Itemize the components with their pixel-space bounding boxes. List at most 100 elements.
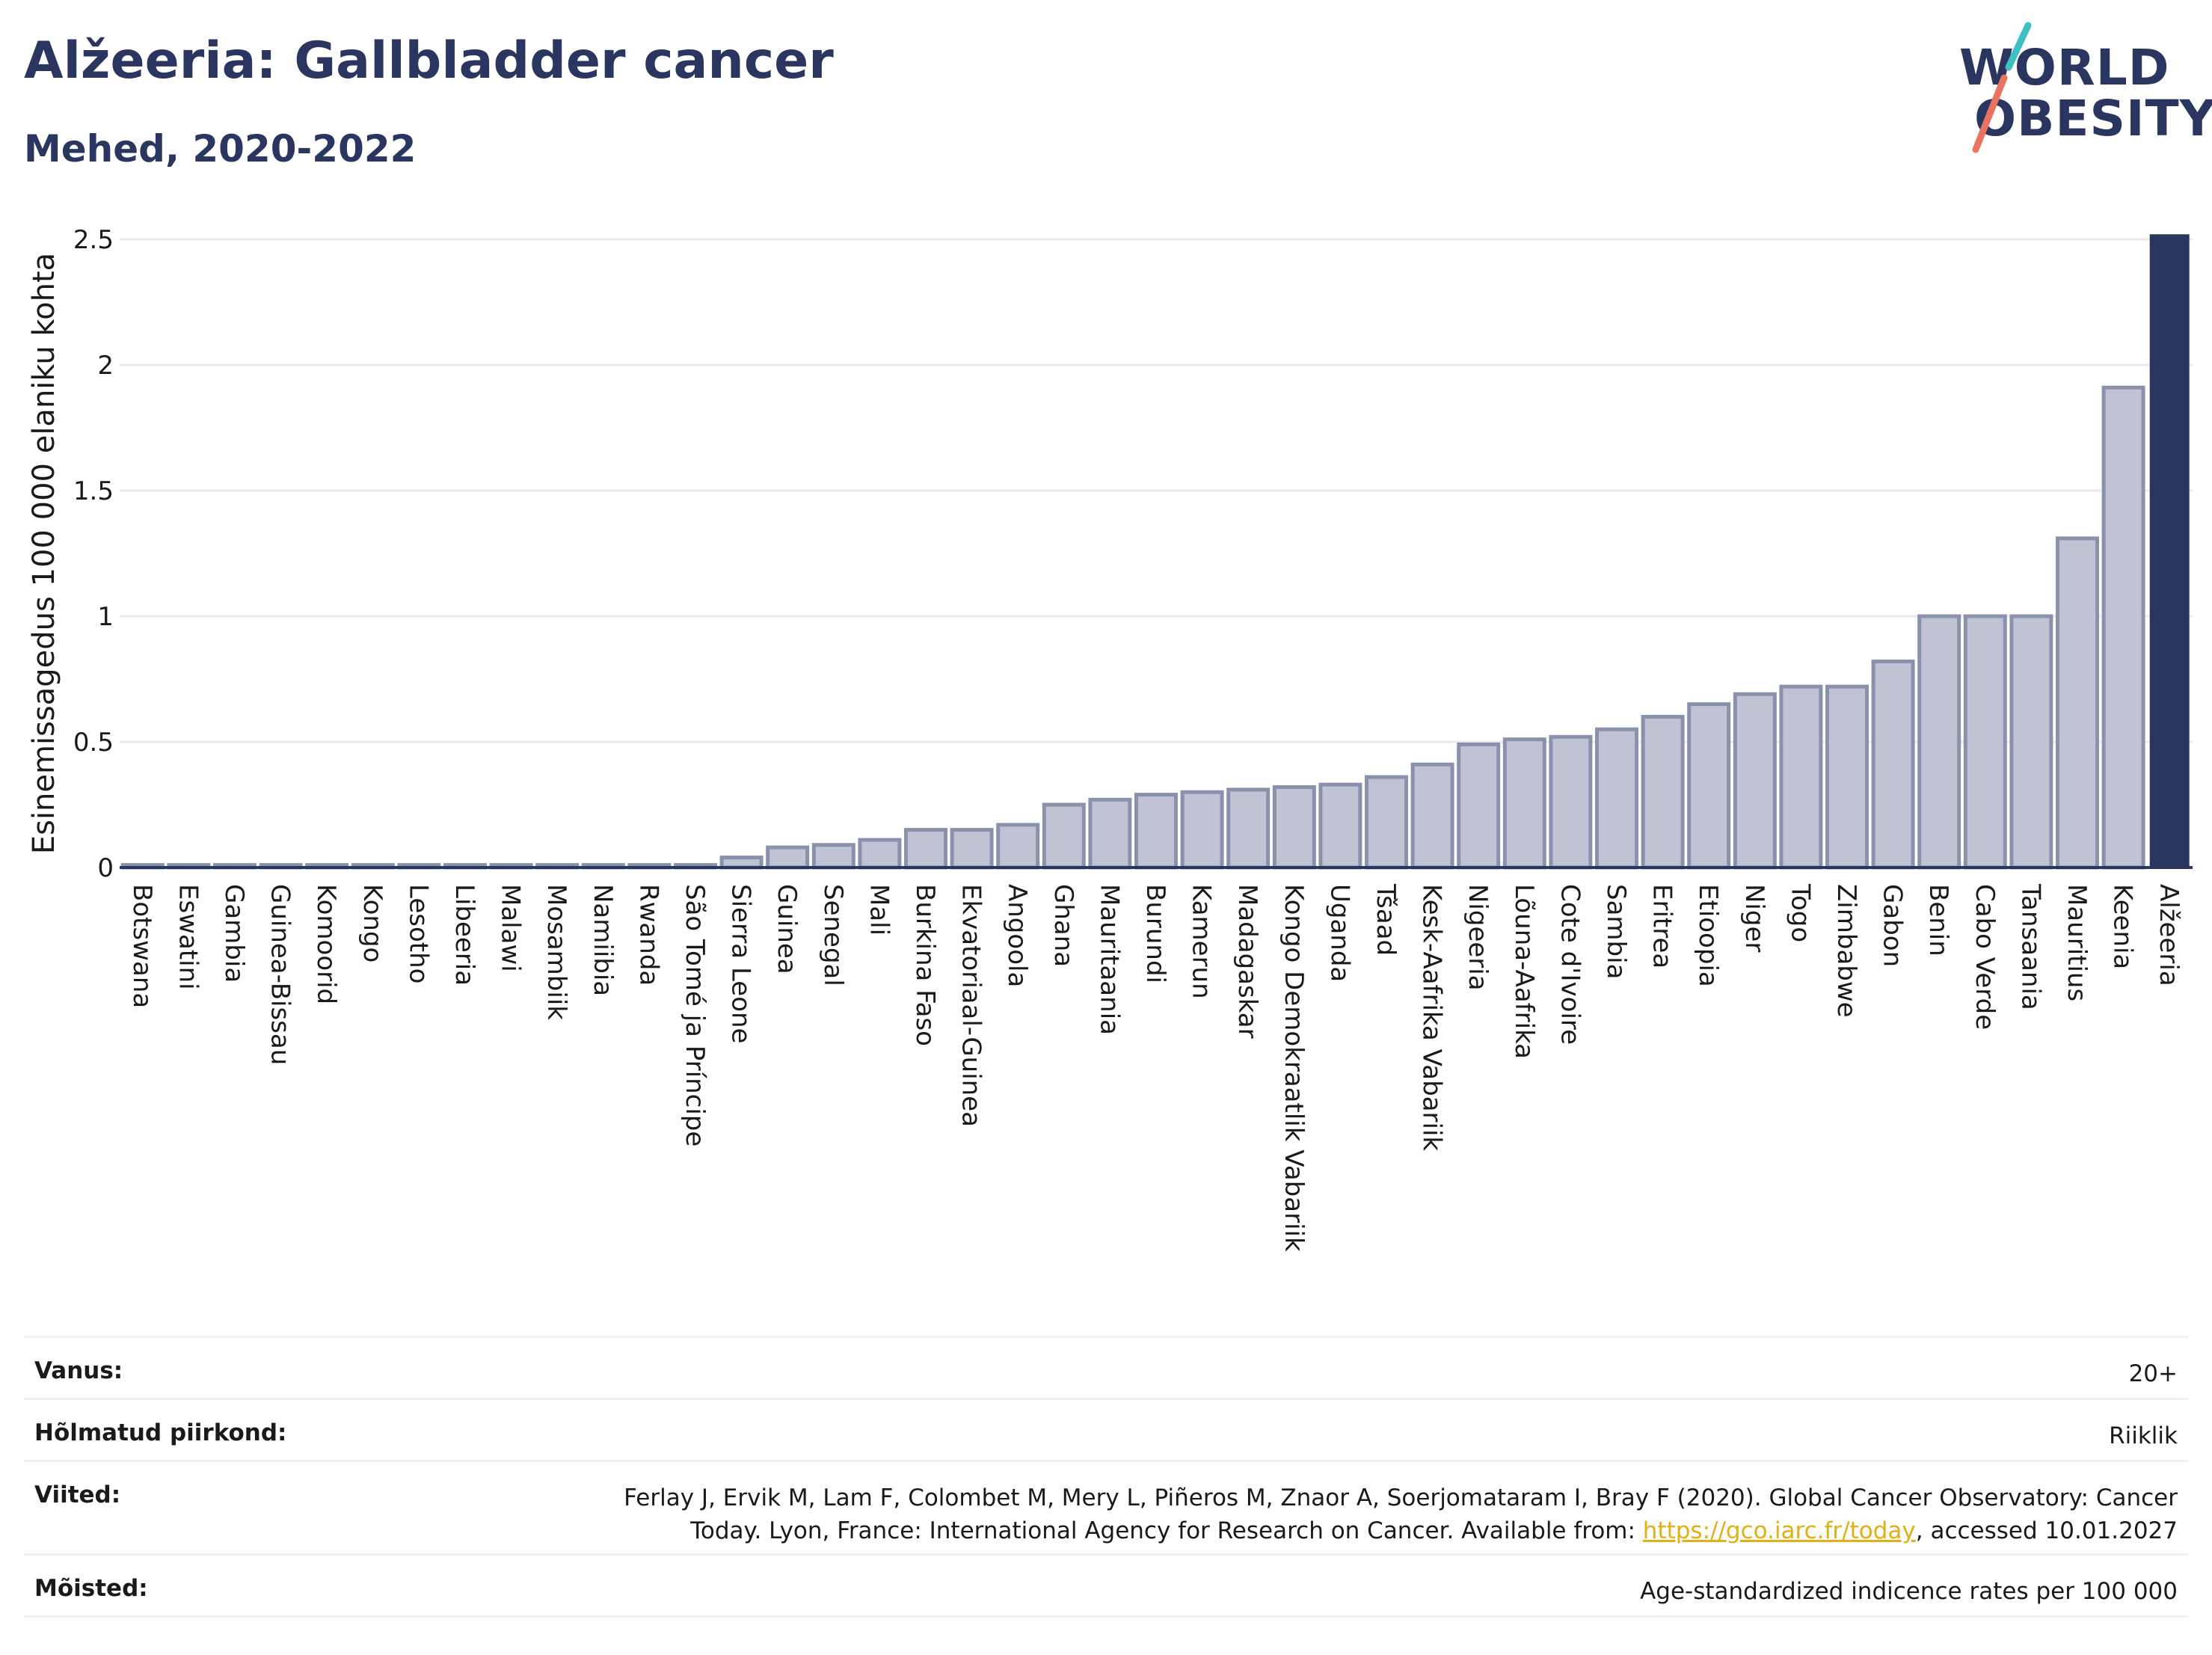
references-line-2-start: Today. Lyon, France: International Agenc… — [690, 1517, 1643, 1544]
bar — [904, 828, 947, 870]
x-tick-label: Gabon — [1878, 884, 1908, 967]
references-label: Viited: — [34, 1481, 121, 1508]
bar — [1779, 684, 1823, 870]
bar — [1318, 782, 1362, 870]
bar — [1180, 790, 1224, 870]
bar-chart: 0 0.5 1 1.5 2 2.5 Botswana Eswatini Gambia Guine… — [27, 225, 2193, 1252]
x-tick-label: Komoorid — [311, 884, 341, 1004]
x-tick-label: Nigeeria — [1463, 884, 1493, 991]
x-tick-label: Kongo Demokraatlik Vabariik — [1279, 884, 1309, 1252]
x-tick-label: Guinea — [772, 884, 802, 974]
bar — [2009, 614, 2053, 870]
age-label: Vanus: — [34, 1357, 123, 1384]
logo-line-1: WORLD — [1959, 39, 2170, 96]
bar — [1272, 784, 1316, 870]
x-tick-label: Namiibia — [588, 884, 618, 996]
bars — [120, 234, 2190, 870]
x-tick-label: Botswana — [127, 884, 157, 1008]
region-label: Hõlmatud piirkond: — [34, 1419, 287, 1446]
x-tick-label: Kamerun — [1187, 884, 1217, 999]
x-tick-label: Guinea-Bissau — [265, 884, 295, 1065]
bar — [1226, 787, 1271, 870]
x-tick-label: Uganda — [1324, 884, 1354, 982]
y-tick-label: 2 — [97, 351, 114, 381]
y-tick-label: 1.5 — [73, 476, 114, 506]
x-axis-labels: Botswana Eswatini Gambia Guinea-Bissau Komoo… — [127, 883, 2184, 1252]
x-tick-label: Eritrea — [1647, 884, 1677, 968]
bar — [1502, 737, 1546, 870]
bar — [1457, 742, 1501, 870]
bar — [1917, 614, 1961, 870]
logo-slash-icon — [1972, 22, 2032, 153]
x-tick-label: Mali — [864, 884, 894, 936]
references-value: Ferlay J, Ervik M, Lam F, Colombet M, Me… — [624, 1462, 2178, 1547]
x-tick-label: Kongo — [357, 884, 387, 962]
bar — [1088, 797, 1132, 870]
x-tick-label: Etioopia — [1693, 884, 1723, 987]
x-tick-label: Kesk-Aafrika Vabariik — [1417, 884, 1447, 1151]
bar — [1871, 659, 1915, 870]
references-link[interactable]: https://gco.iarc.fr/today — [1642, 1517, 1916, 1544]
bar — [1595, 727, 1638, 870]
y-tick-label: 1 — [97, 602, 114, 632]
x-tick-label: São Tomé ja Príncipe — [680, 884, 710, 1146]
y-tick-label: 0.5 — [73, 728, 114, 758]
bar — [996, 823, 1040, 870]
meta-row-age: Vanus: 20+ — [24, 1336, 2188, 1398]
x-tick-label: Ekvatoriaal-Guinea — [956, 884, 986, 1127]
bar — [858, 838, 902, 870]
meta-row-references: Viited: Ferlay J, Ervik M, Lam F, Colomb… — [24, 1460, 2188, 1553]
bar — [2056, 536, 2099, 870]
y-tick-label: 2.5 — [73, 225, 114, 255]
bar — [1549, 734, 1593, 870]
bar — [1134, 793, 1178, 870]
region-value: Riiklik — [2109, 1422, 2178, 1449]
x-tick-label: Niger — [1739, 884, 1769, 952]
x-tick-label: Sambia — [1601, 884, 1631, 979]
bar — [1365, 775, 1408, 870]
bar — [1641, 714, 1685, 870]
bar — [766, 845, 810, 870]
references-line-1: Ferlay J, Ervik M, Lam F, Colombet M, Me… — [624, 1484, 2178, 1511]
page-title: Alžeeria: Gallbladder cancer — [24, 31, 834, 90]
x-tick-label: Angoola — [1002, 884, 1032, 987]
bar — [1410, 762, 1454, 870]
x-tick-label: Burundi — [1140, 884, 1170, 983]
x-tick-label: Senegal — [818, 884, 848, 986]
meta-row-region: Hõlmatud piirkond: Riiklik — [24, 1398, 2188, 1460]
x-tick-label: Tansaania — [2015, 883, 2045, 1010]
x-tick-label: Keenia — [2108, 884, 2138, 969]
x-tick-label: Sierra Leone — [726, 884, 756, 1043]
x-tick-label: Malawi — [496, 884, 526, 972]
logo-line-2: OBESITY — [1974, 90, 2212, 147]
x-tick-label: Madagaskar — [1232, 884, 1262, 1039]
definitions-label: Mõisted: — [34, 1575, 148, 1602]
meta-row-definitions: Mõisted: Age-standardized indicence rate… — [24, 1553, 2188, 1618]
bar — [1042, 802, 1086, 870]
x-tick-label: Lesotho — [403, 884, 433, 983]
age-value: 20+ — [2128, 1360, 2178, 1387]
bar — [1687, 702, 1731, 870]
x-tick-label: Lõuna-Aafrika — [1509, 884, 1539, 1059]
bar — [811, 843, 855, 870]
x-tick-label: Ghana — [1048, 884, 1078, 967]
y-tick-label: 0 — [97, 853, 114, 883]
references-line-2-end: , accessed 10.01.2027 — [1915, 1517, 2178, 1544]
x-tick-label: Mauritius — [2062, 884, 2092, 1001]
metadata-table: Vanus: 20+ Hõlmatud piirkond: Riiklik Vi… — [24, 1336, 2188, 1618]
bar — [719, 856, 764, 870]
bar — [2149, 234, 2190, 868]
x-tick-label: Cabo Verde — [1970, 884, 2000, 1030]
bar — [1825, 684, 1869, 870]
y-axis-title: Esinemissagedus 100 000 elaniku kohta — [27, 253, 61, 854]
x-tick-label: Rwanda — [633, 884, 663, 986]
page-subtitle: Mehed, 2020-2022 — [24, 127, 417, 171]
bar — [950, 828, 994, 870]
x-tick-label: Eswatini — [173, 884, 203, 990]
definitions-value: Age-standardized indicence rates per 100… — [1640, 1578, 2178, 1605]
bar — [2101, 385, 2145, 870]
world-obesity-logo: WORLD OBESITY — [1944, 21, 2212, 163]
y-axis-ticks: 0 0.5 1 1.5 2 2.5 — [73, 225, 114, 883]
bar — [1733, 692, 1777, 870]
x-tick-label: Togo — [1785, 883, 1815, 942]
